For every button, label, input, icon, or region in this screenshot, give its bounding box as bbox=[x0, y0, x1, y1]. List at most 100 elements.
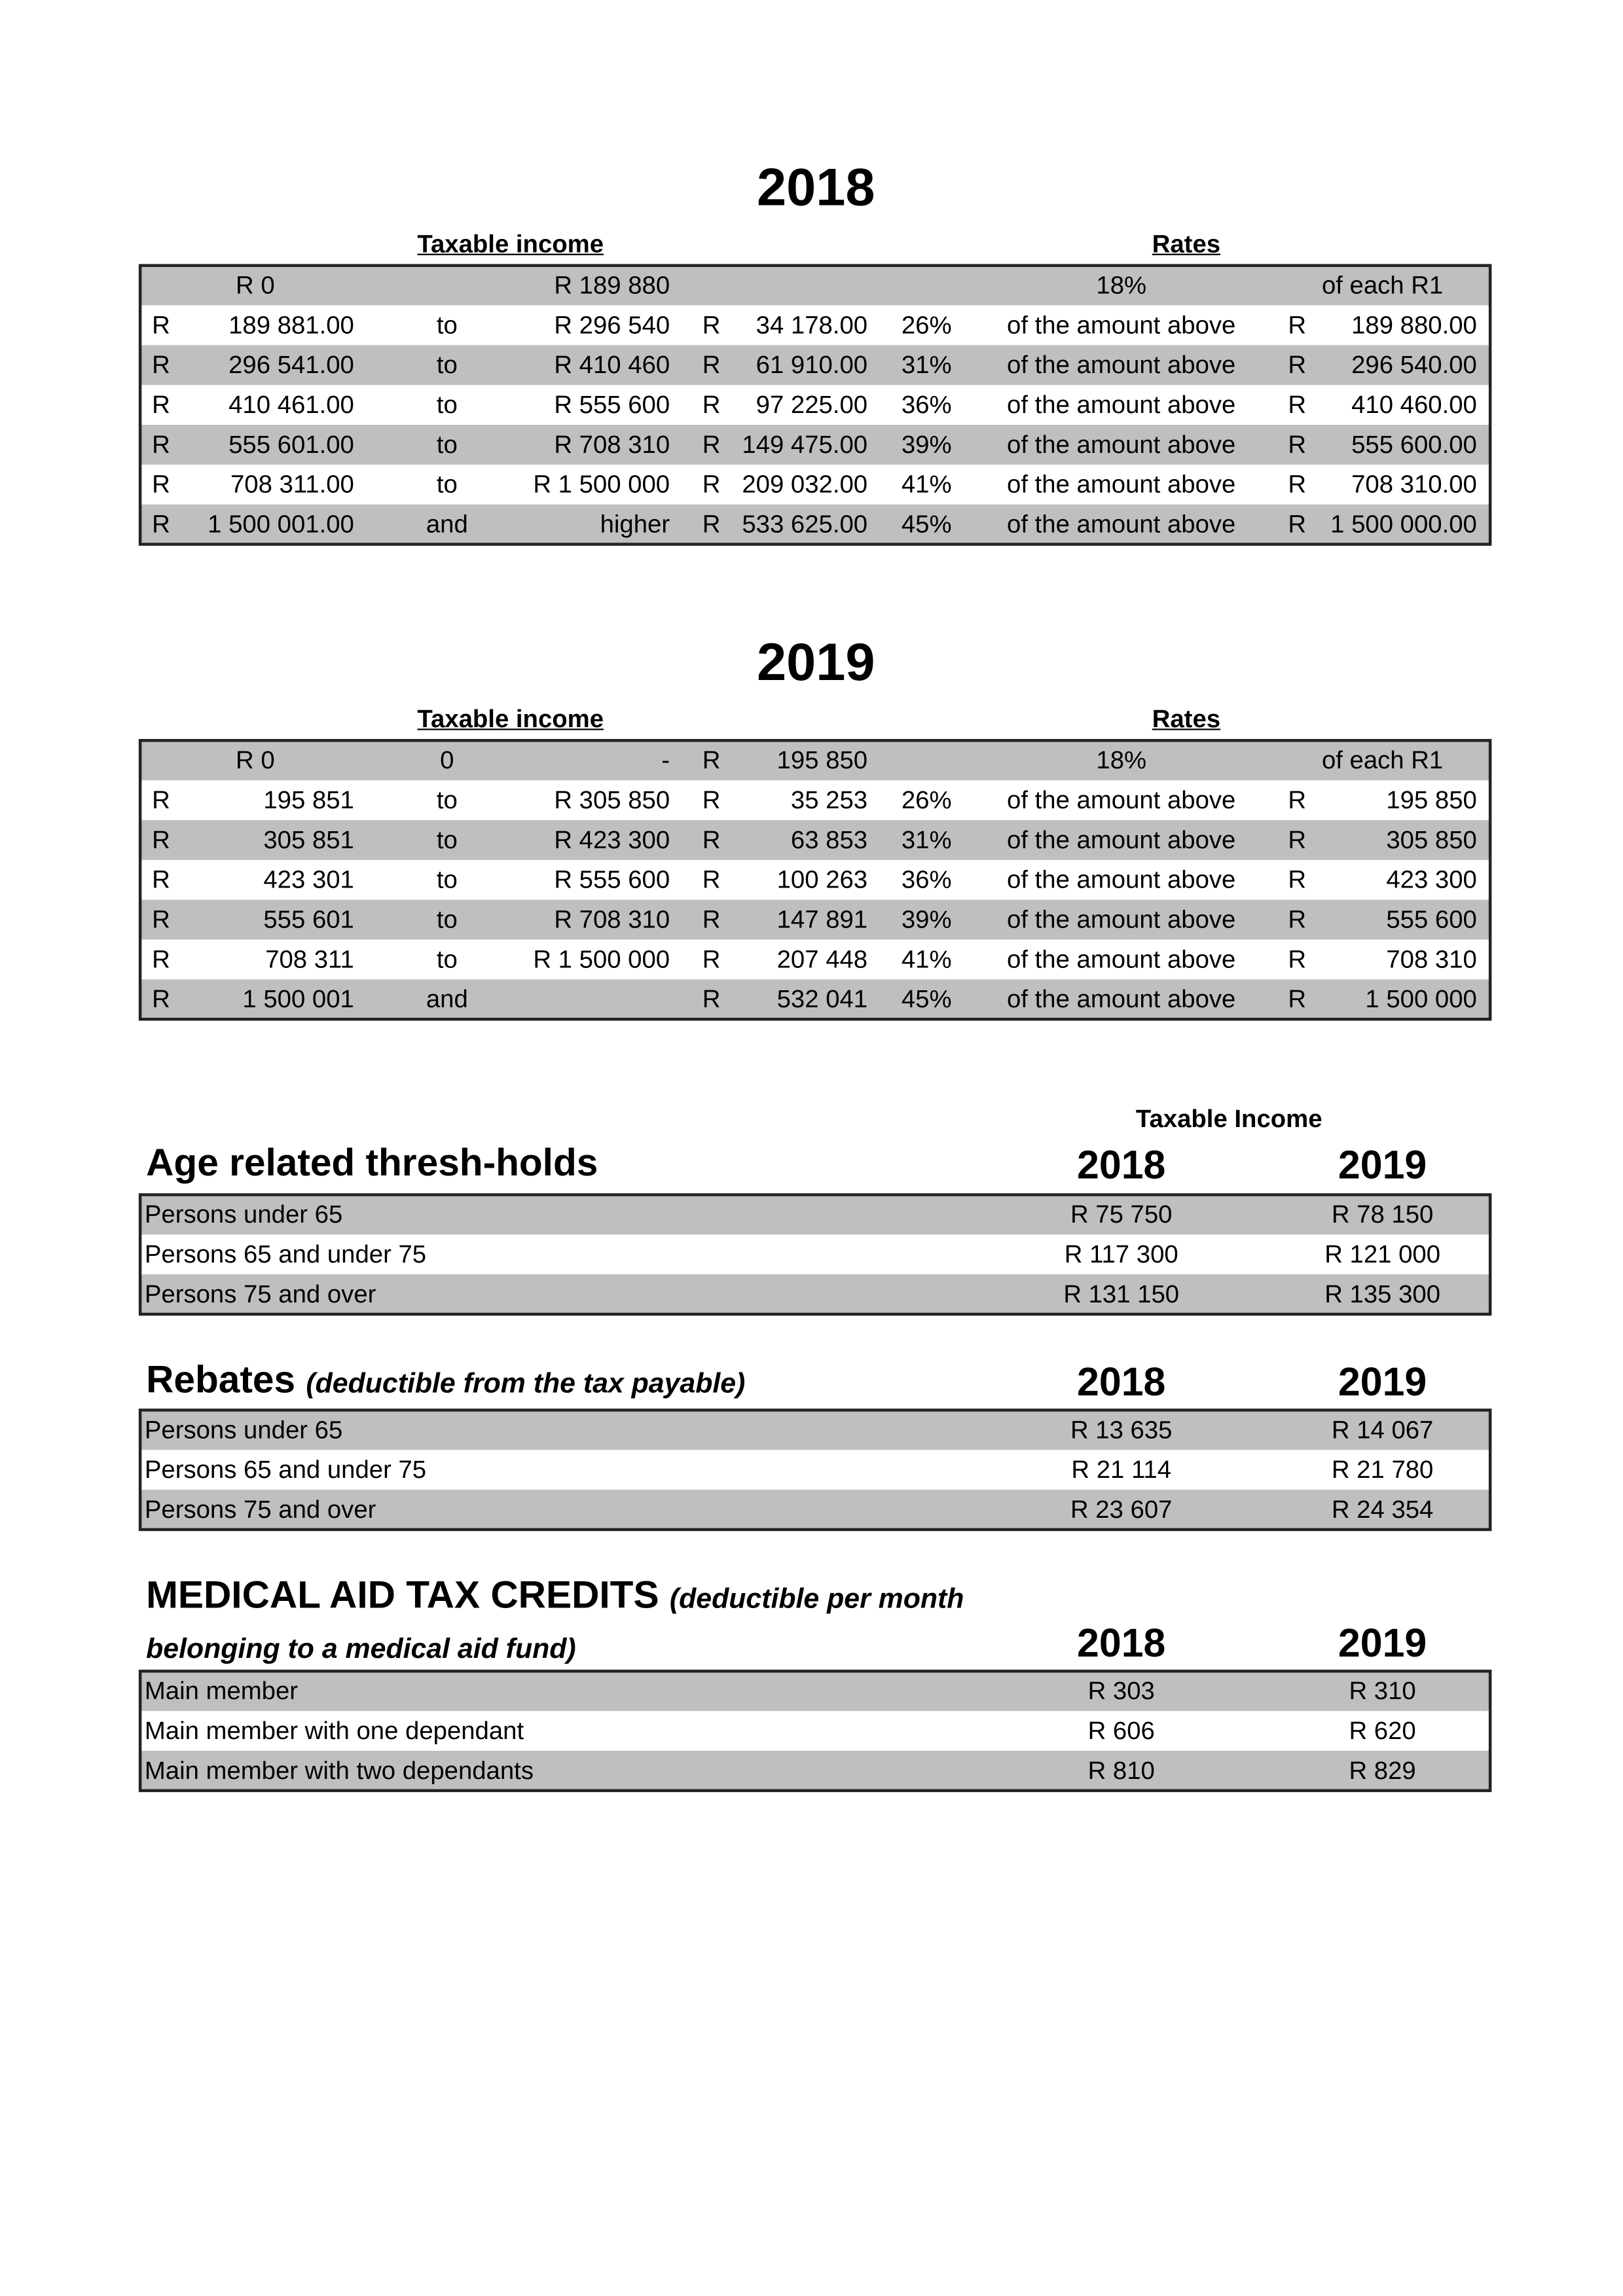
row-shade bbox=[140, 345, 1491, 386]
table-cell: R bbox=[152, 786, 170, 814]
column-group-label: Taxable Income bbox=[1135, 1104, 1322, 1133]
column-header: Taxable income bbox=[417, 230, 604, 259]
table-cell: 1 500 000 bbox=[1365, 985, 1477, 1014]
row-label: Persons under 65 bbox=[144, 1200, 343, 1229]
table-cell: of the amount above bbox=[1007, 786, 1236, 814]
table-cell: R 21 780 bbox=[1331, 1456, 1434, 1484]
section-heading: MEDICAL AID TAX CREDITS (deductible per … bbox=[146, 1572, 987, 1672]
row-shade bbox=[140, 979, 1491, 1020]
table-cell: 149 475.00 bbox=[742, 431, 868, 459]
row-label: Main member with two dependants bbox=[144, 1757, 534, 1785]
row-shade bbox=[140, 1490, 1491, 1530]
table-cell: R bbox=[152, 985, 170, 1014]
table-cell: R bbox=[702, 351, 721, 380]
row-shade bbox=[140, 425, 1491, 465]
row-label: Persons 65 and under 75 bbox=[144, 1240, 427, 1269]
table-cell: R 1 500 000 bbox=[533, 945, 670, 974]
table-cell: 708 311.00 bbox=[230, 470, 354, 499]
table-cell: R bbox=[702, 431, 721, 459]
table-cell: 410 461.00 bbox=[228, 391, 354, 420]
column-header: Taxable income bbox=[417, 705, 604, 734]
table-cell: 35 253 bbox=[790, 786, 868, 814]
table-cell: to bbox=[436, 391, 458, 420]
table-cell: R bbox=[1288, 985, 1307, 1014]
table-cell: 305 850 bbox=[1386, 826, 1477, 854]
table-cell: and bbox=[426, 510, 468, 539]
table-cell: 533 625.00 bbox=[742, 510, 868, 539]
row-shade bbox=[140, 820, 1491, 860]
table-cell: R bbox=[152, 351, 170, 380]
table-cell: R bbox=[152, 945, 170, 974]
table-cell: R bbox=[1288, 865, 1307, 894]
row-label: Persons under 65 bbox=[144, 1416, 343, 1444]
section-subtitle: (deductible from the tax payable) bbox=[306, 1369, 746, 1400]
section-heading: Rebates (deductible from the tax payable… bbox=[146, 1357, 987, 1407]
table-cell: 61 910.00 bbox=[756, 351, 868, 380]
table-cell: to bbox=[436, 945, 458, 974]
table-cell: R bbox=[152, 510, 170, 539]
row-label: Persons 65 and under 75 bbox=[144, 1456, 427, 1484]
table-cell: of the amount above bbox=[1007, 391, 1236, 420]
table-cell: of the amount above bbox=[1007, 311, 1236, 340]
table-cell: 708 310.00 bbox=[1351, 470, 1477, 499]
table-cell: 26% bbox=[901, 786, 952, 814]
table-cell: R bbox=[702, 865, 721, 894]
table-cell: to bbox=[436, 905, 458, 934]
table-cell: R 121 000 bbox=[1324, 1240, 1441, 1269]
table-cell: 555 600 bbox=[1386, 905, 1477, 934]
section-subtitle: (deductible per month belonging to a med… bbox=[146, 1584, 964, 1666]
table-cell: 209 032.00 bbox=[742, 470, 868, 499]
table-cell: R 1 500 000 bbox=[533, 470, 670, 499]
table-cell: to bbox=[436, 470, 458, 499]
table-cell: R bbox=[1288, 431, 1307, 459]
row-label: Main member bbox=[144, 1677, 299, 1706]
table-cell: R bbox=[702, 985, 721, 1014]
table-cell: R 135 300 bbox=[1324, 1280, 1441, 1308]
table-cell: R bbox=[152, 826, 170, 854]
row-shade bbox=[140, 1194, 1491, 1235]
table-cell: 423 300 bbox=[1386, 865, 1477, 894]
year-header: 2018 bbox=[1077, 1359, 1166, 1405]
table-cell: of the amount above bbox=[1007, 945, 1236, 974]
table-cell: 410 460.00 bbox=[1351, 391, 1477, 420]
table-cell: 63 853 bbox=[790, 826, 868, 854]
table-cell: 1 500 000.00 bbox=[1330, 510, 1477, 539]
table-cell: 45% bbox=[901, 510, 952, 539]
table-cell: 555 600.00 bbox=[1351, 431, 1477, 459]
row-shade bbox=[140, 1410, 1491, 1450]
table-cell: R 423 300 bbox=[554, 826, 670, 854]
table-cell: R 131 150 bbox=[1063, 1280, 1180, 1308]
table-cell: 147 891 bbox=[776, 905, 868, 934]
section-title: Age related thresh-holds bbox=[146, 1140, 598, 1185]
table-cell: R 305 850 bbox=[554, 786, 670, 814]
table-cell: R bbox=[702, 905, 721, 934]
table-cell: R bbox=[1288, 470, 1307, 499]
table-cell: R bbox=[1288, 786, 1307, 814]
table-cell: of the amount above bbox=[1007, 351, 1236, 380]
table-cell: to bbox=[436, 431, 458, 459]
table-cell: R bbox=[1288, 351, 1307, 380]
row-shade bbox=[140, 265, 1491, 306]
table-cell: of each R1 bbox=[1321, 271, 1444, 300]
table-border bbox=[138, 1408, 1492, 1532]
table-cell: R 14 067 bbox=[1331, 1416, 1434, 1444]
table-cell: higher bbox=[600, 510, 670, 539]
table-cell: 195 851 bbox=[263, 786, 354, 814]
table-cell: R bbox=[702, 510, 721, 539]
table-cell: R bbox=[702, 786, 721, 814]
year-header: 2019 bbox=[1338, 1359, 1427, 1405]
table-border bbox=[138, 264, 1492, 546]
table-cell: of the amount above bbox=[1007, 470, 1236, 499]
table-cell: 31% bbox=[901, 351, 952, 380]
table-cell: R bbox=[152, 391, 170, 420]
table-cell: 18% bbox=[1096, 746, 1147, 775]
table-cell: of the amount above bbox=[1007, 431, 1236, 459]
table-cell: 532 041 bbox=[776, 985, 868, 1014]
table-cell: to bbox=[436, 865, 458, 894]
table-cell: R bbox=[152, 470, 170, 499]
row-label: Persons 75 and over bbox=[144, 1280, 376, 1308]
table-cell: 97 225.00 bbox=[756, 391, 868, 420]
table-cell: R bbox=[1288, 391, 1307, 420]
table-cell: to bbox=[436, 351, 458, 380]
table-cell: R 189 880 bbox=[554, 271, 670, 300]
